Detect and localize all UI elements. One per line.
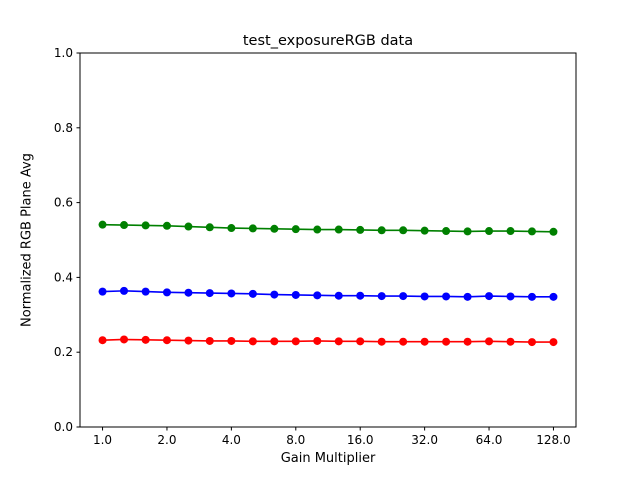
data-point-blue-plane	[399, 292, 408, 301]
data-point-green-plane	[420, 226, 429, 235]
data-point-green-plane	[291, 225, 300, 234]
data-point-blue-plane	[98, 287, 107, 296]
y-tick-label: 1.0	[54, 46, 73, 60]
y-tick-label: 0.0	[54, 420, 73, 434]
x-tick-label: 64.0	[476, 433, 503, 447]
data-point-blue-plane	[442, 292, 451, 301]
data-point-green-plane	[442, 227, 451, 236]
y-tick-label: 0.4	[54, 270, 73, 284]
data-point-green-plane	[184, 222, 193, 231]
data-point-red-plane	[399, 337, 408, 346]
data-point-red-plane	[120, 335, 129, 344]
data-point-blue-plane	[270, 290, 279, 299]
data-point-blue-plane	[162, 288, 171, 297]
data-point-green-plane	[463, 227, 472, 236]
data-point-red-plane	[162, 336, 171, 345]
data-point-blue-plane	[205, 289, 214, 298]
data-point-blue-plane	[377, 292, 386, 301]
data-point-blue-plane	[248, 289, 257, 298]
data-point-green-plane	[377, 226, 386, 235]
data-point-green-plane	[120, 221, 129, 230]
data-point-red-plane	[205, 336, 214, 345]
data-point-red-plane	[184, 336, 193, 345]
data-point-red-plane	[291, 337, 300, 346]
x-tick-label: 2.0	[157, 433, 176, 447]
data-point-green-plane	[313, 225, 322, 234]
y-tick-label: 0.6	[54, 196, 73, 210]
data-point-blue-plane	[227, 289, 236, 298]
data-point-blue-plane	[334, 291, 343, 300]
data-point-red-plane	[463, 337, 472, 346]
data-point-red-plane	[141, 335, 150, 344]
data-point-blue-plane	[356, 291, 365, 300]
data-point-red-plane	[313, 336, 322, 345]
data-point-red-plane	[506, 337, 515, 346]
data-point-red-plane	[356, 337, 365, 346]
data-point-green-plane	[334, 225, 343, 234]
x-tick-label: 8.0	[286, 433, 305, 447]
data-point-blue-plane	[420, 292, 429, 301]
data-point-red-plane	[270, 337, 279, 346]
data-point-blue-plane	[141, 287, 150, 296]
data-point-green-plane	[356, 225, 365, 234]
y-axis-label: Normalized RGB Plane Avg	[19, 153, 35, 327]
data-point-red-plane	[377, 337, 386, 346]
data-point-red-plane	[485, 337, 494, 346]
x-tick-label: 128.0	[536, 433, 570, 447]
data-point-green-plane	[549, 227, 558, 236]
data-point-red-plane	[248, 337, 257, 346]
data-point-red-plane	[420, 337, 429, 346]
plot-border	[79, 52, 577, 428]
data-point-green-plane	[205, 223, 214, 232]
data-point-red-plane	[227, 336, 236, 345]
data-point-red-plane	[527, 338, 536, 347]
data-point-green-plane	[141, 221, 150, 230]
x-tick-label: 1.0	[93, 433, 112, 447]
x-axis-label: Gain Multiplier	[280, 451, 376, 466]
data-point-green-plane	[227, 224, 236, 233]
data-point-green-plane	[248, 224, 257, 233]
data-point-blue-plane	[463, 292, 472, 301]
data-point-blue-plane	[313, 291, 322, 300]
x-tick-label: 16.0	[347, 433, 374, 447]
data-point-red-plane	[442, 337, 451, 346]
data-point-green-plane	[98, 220, 107, 229]
chart-title: test_exposureRGB data	[242, 33, 414, 49]
series-line-blue-plane	[102, 290, 554, 298]
data-point-blue-plane	[549, 292, 558, 301]
data-point-blue-plane	[506, 292, 515, 301]
y-tick-label: 0.8	[54, 121, 73, 135]
x-tick-label: 32.0	[411, 433, 438, 447]
data-point-blue-plane	[291, 290, 300, 299]
data-point-red-plane	[98, 336, 107, 345]
data-point-red-plane	[334, 337, 343, 346]
data-point-blue-plane	[527, 292, 536, 301]
data-point-green-plane	[399, 226, 408, 235]
data-point-blue-plane	[120, 286, 129, 295]
data-point-blue-plane	[485, 292, 494, 301]
data-point-green-plane	[506, 227, 515, 236]
data-point-green-plane	[485, 227, 494, 236]
data-point-blue-plane	[184, 288, 193, 297]
series-line-green-plane	[102, 223, 554, 233]
data-point-red-plane	[549, 338, 558, 347]
y-tick-label: 0.2	[54, 345, 73, 359]
x-tick-label: 4.0	[222, 433, 241, 447]
data-point-green-plane	[527, 227, 536, 236]
data-point-green-plane	[270, 224, 279, 233]
series-line-red-plane	[102, 338, 554, 343]
data-point-green-plane	[162, 221, 171, 230]
